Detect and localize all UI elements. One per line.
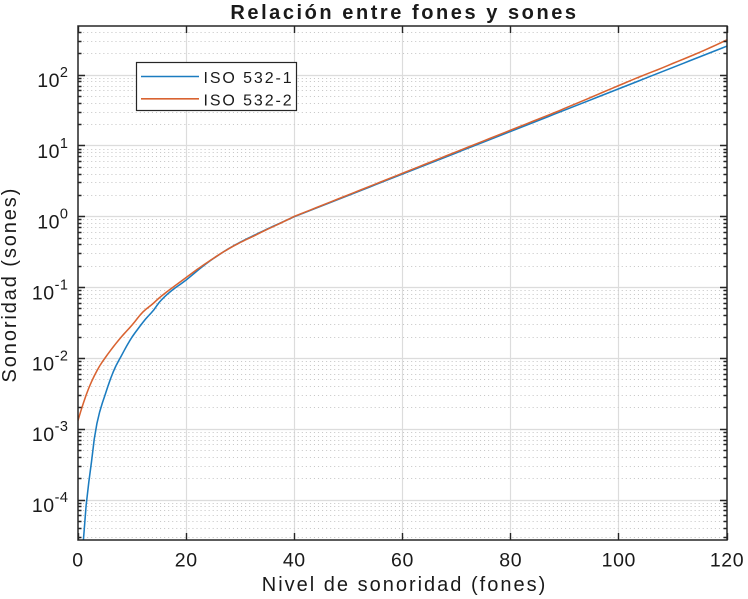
svg-text:Nivel de sonoridad (fones): Nivel de sonoridad (fones) bbox=[262, 574, 547, 596]
svg-text:60: 60 bbox=[391, 550, 414, 572]
svg-text:ISO 532-1: ISO 532-1 bbox=[204, 70, 294, 87]
svg-text:ISO 532-2: ISO 532-2 bbox=[204, 92, 294, 109]
svg-text:120: 120 bbox=[710, 550, 744, 572]
svg-text:100: 100 bbox=[602, 550, 636, 572]
svg-text:Sonoridad (sones): Sonoridad (sones) bbox=[0, 187, 21, 383]
svg-text:20: 20 bbox=[175, 550, 198, 572]
svg-text:40: 40 bbox=[283, 550, 306, 572]
svg-text:0: 0 bbox=[72, 550, 83, 572]
svg-text:80: 80 bbox=[499, 550, 522, 572]
svg-text:Relación entre fones y sones: Relación entre fones y sones bbox=[230, 2, 578, 24]
svg-text:10-1: 10-1 bbox=[32, 278, 69, 305]
